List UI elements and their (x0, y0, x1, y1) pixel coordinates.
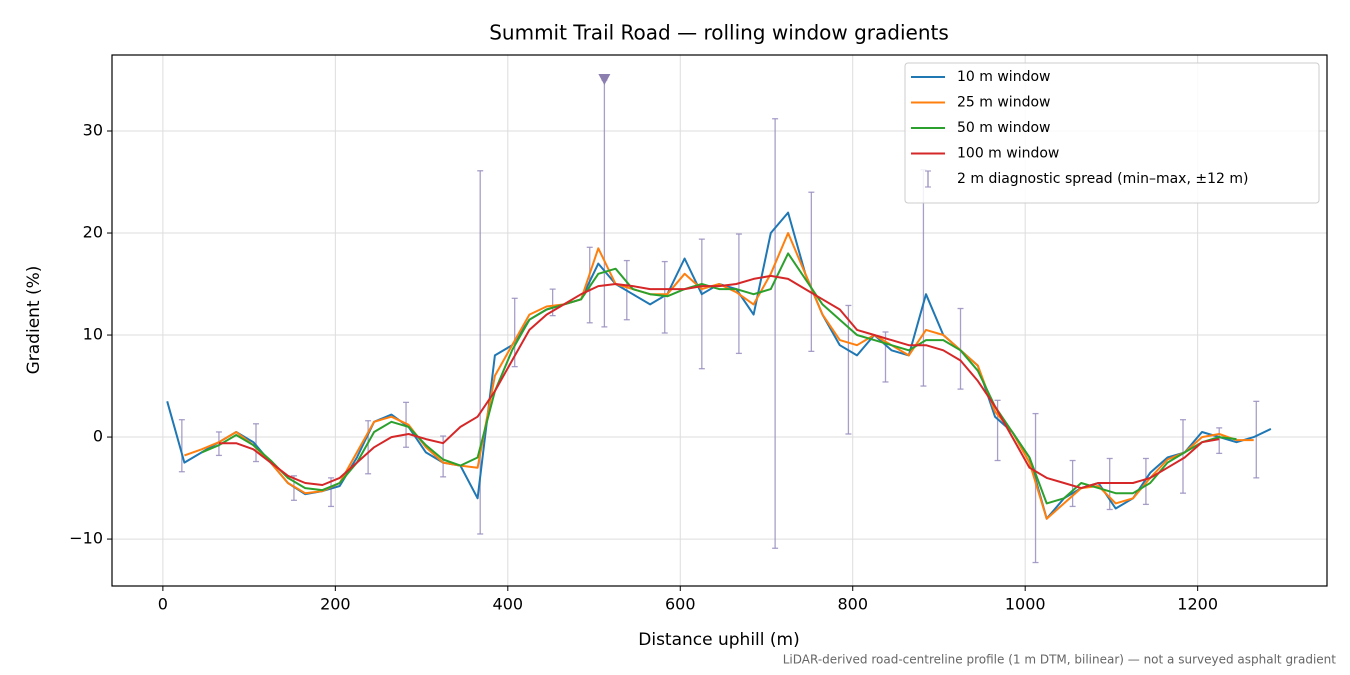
line-series (166, 211, 1272, 520)
x-tick-label: 600 (665, 595, 696, 614)
y-tick-label: 10 (83, 325, 103, 344)
legend-label: 100 m window (957, 146, 1059, 162)
legend-label: 25 m window (957, 95, 1050, 111)
plot-frame (111, 54, 1328, 587)
clip-marker (598, 73, 611, 85)
x-tick-label: 200 (320, 595, 351, 614)
x-tick-label: 1000 (1005, 595, 1046, 614)
line-series (201, 252, 1237, 505)
y-tick-label: 0 (93, 427, 103, 446)
x-tick-label: 0 (158, 595, 168, 614)
x-tick-label: 1200 (1177, 595, 1218, 614)
plot-area (166, 79, 1272, 564)
chart-title: Summit Trail Road — rolling window gradi… (489, 21, 949, 45)
line-series (218, 274, 1220, 490)
x-tick-label: 800 (837, 595, 868, 614)
y-tick-label: −10 (69, 529, 103, 548)
legend-label: 10 m window (957, 69, 1050, 85)
legend-label: 2 m diagnostic spread (min–max, ±12 m) (957, 171, 1248, 187)
x-axis-label: Distance uphill (m) (638, 630, 799, 650)
y-axis-label: Gradient (%) (24, 266, 44, 375)
y-tick-label: 20 (83, 223, 103, 242)
y-tick-label: 30 (83, 121, 103, 140)
footnote: LiDAR-derived road-centreline profile (1… (783, 653, 1337, 667)
legend-box (904, 62, 1320, 204)
legend-label: 50 m window (957, 120, 1050, 136)
x-tick-label: 400 (493, 595, 524, 614)
line-series (184, 232, 1254, 520)
